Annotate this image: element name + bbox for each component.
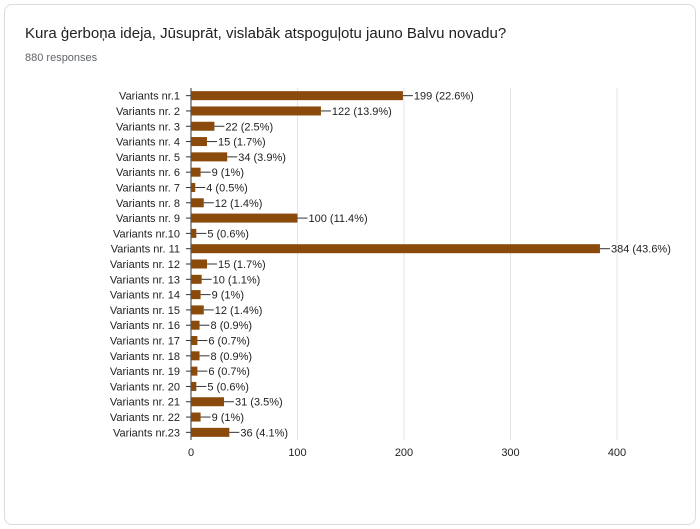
bar [191, 366, 198, 376]
bar [191, 198, 204, 208]
category-label: Variants nr. 4 [116, 137, 180, 149]
category-label: Variants nr. 14 [110, 290, 180, 302]
category-label: Variants nr. 20 [110, 381, 180, 393]
data-label: 36 (4.1%) [240, 427, 288, 439]
chart-card [4, 4, 696, 525]
data-label: 22 (2.5%) [225, 121, 273, 133]
category-label: Variants nr. 12 [110, 259, 180, 271]
x-tick-label: 100 [288, 447, 306, 459]
category-label: Variants nr. 19 [110, 366, 180, 378]
bar [191, 137, 207, 147]
category-label: Variants nr. 18 [110, 351, 180, 363]
bar [191, 274, 202, 284]
bar [191, 152, 228, 162]
category-label: Variants nr. 7 [116, 182, 180, 194]
bar [191, 228, 197, 238]
category-label: Variants nr.23 [113, 427, 180, 439]
bar [191, 167, 201, 177]
bar [191, 412, 201, 422]
data-label: 9 (1%) [212, 412, 244, 424]
response-count: 880 responses [25, 52, 98, 64]
data-label: 122 (13.9%) [332, 106, 392, 118]
data-label: 5 (0.6%) [207, 228, 249, 240]
bar [191, 305, 204, 315]
category-label: Variants nr. 21 [110, 397, 180, 409]
category-label: Variants nr. 22 [110, 412, 180, 424]
data-label: 5 (0.6%) [207, 381, 249, 393]
data-label: 9 (1%) [212, 290, 244, 302]
bar [191, 244, 600, 254]
data-label: 100 (11.4%) [309, 213, 368, 225]
bar [191, 351, 200, 361]
x-tick-label: 0 [188, 447, 194, 459]
bar [191, 213, 298, 223]
data-label: 12 (1.4%) [215, 198, 263, 210]
data-label: 15 (1.7%) [218, 259, 266, 271]
data-label: 199 (22.6%) [414, 91, 474, 103]
data-label: 9 (1%) [212, 167, 244, 179]
category-label: Variants nr. 2 [116, 106, 180, 118]
bar [191, 182, 196, 192]
category-label: Variants nr. 15 [110, 305, 180, 317]
x-tick-label: 300 [501, 447, 519, 459]
category-label: Variants nr. 8 [116, 198, 180, 210]
category-label: Variants nr. 17 [110, 336, 180, 348]
bar [191, 381, 197, 391]
data-label: 8 (0.9%) [211, 320, 253, 332]
data-label: 4 (0.5%) [206, 182, 248, 194]
category-label: Variants nr.1 [119, 91, 180, 103]
data-label: 31 (3.5%) [235, 397, 283, 409]
x-tick-label: 200 [395, 447, 413, 459]
data-label: 6 (0.7%) [208, 366, 250, 378]
category-label: Variants nr.10 [113, 228, 180, 240]
bar [191, 427, 230, 437]
category-label: Variants nr. 6 [116, 167, 180, 179]
category-label: Variants nr. 9 [116, 213, 180, 225]
category-label: Variants nr. 16 [110, 320, 180, 332]
data-label: 8 (0.9%) [211, 351, 253, 363]
bar [191, 121, 215, 131]
bar [191, 397, 225, 407]
category-label: Variants nr. 11 [111, 244, 180, 256]
bar [191, 106, 321, 116]
category-label: Variants nr. 3 [116, 121, 180, 133]
bar [191, 320, 200, 330]
question-title: Kura ģerboņa ideja, Jūsuprāt, vislabāk a… [25, 25, 507, 42]
bar [191, 91, 403, 101]
bar [191, 336, 198, 346]
data-label: 384 (43.6%) [611, 244, 671, 256]
x-tick-label: 400 [608, 447, 626, 459]
data-label: 34 (3.9%) [238, 152, 286, 164]
bar [191, 259, 207, 269]
data-label: 6 (0.7%) [208, 336, 250, 348]
data-label: 12 (1.4%) [215, 305, 263, 317]
data-label: 15 (1.7%) [218, 137, 266, 149]
category-label: Variants nr. 13 [110, 274, 180, 286]
bar [191, 290, 201, 300]
category-label: Variants nr. 5 [116, 152, 180, 164]
data-label: 10 (1.1%) [213, 274, 261, 286]
